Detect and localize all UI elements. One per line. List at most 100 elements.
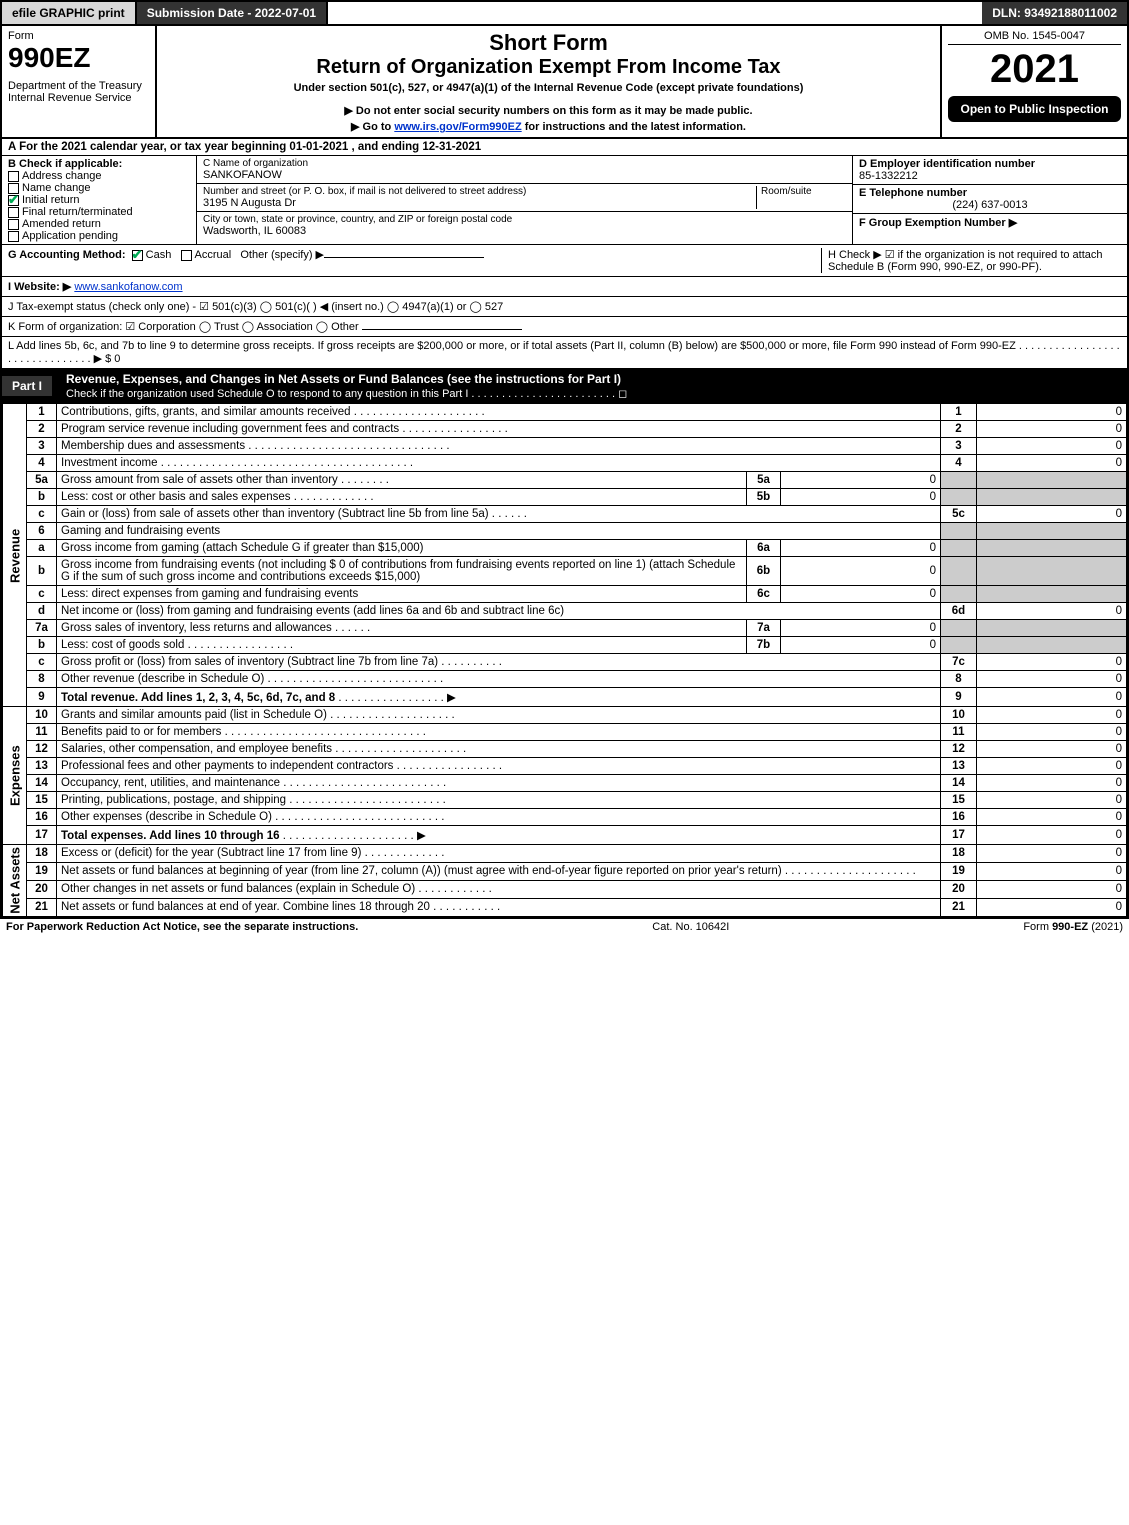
table-row: 17 Total expenses. Add lines 10 through …: [3, 826, 1127, 845]
dln-label: DLN: 93492188011002: [982, 2, 1127, 24]
table-row: 12 Salaries, other compensation, and emp…: [3, 741, 1127, 758]
line-amount: 0: [977, 826, 1127, 845]
line-ref: 10: [941, 707, 977, 724]
line-amount: 0: [977, 775, 1127, 792]
grey-cell: [977, 472, 1127, 489]
line-number: 18: [27, 845, 57, 863]
table-row: 13 Professional fees and other payments …: [3, 758, 1127, 775]
line-desc: Grants and similar amounts paid (list in…: [61, 709, 327, 721]
line-ref: 1: [941, 404, 977, 421]
short-form-title: Short Form: [163, 30, 934, 56]
room-label: Room/suite: [761, 186, 846, 197]
line-desc: Net assets or fund balances at beginning…: [61, 865, 782, 877]
net-assets-section-label: Net Assets: [3, 845, 27, 917]
form-label: Form: [8, 30, 149, 42]
checkbox-amended-return[interactable]: Amended return: [8, 218, 190, 230]
irs-link[interactable]: www.irs.gov/Form990EZ: [394, 121, 521, 133]
e-label: E Telephone number: [859, 187, 1121, 199]
table-row: c Less: direct expenses from gaming and …: [3, 586, 1127, 603]
part-i-title-text: Revenue, Expenses, and Changes in Net As…: [66, 372, 621, 386]
org-name-block: C Name of organization SANKOFANOW: [197, 156, 852, 184]
grey-cell: [941, 557, 977, 586]
k-other-input[interactable]: [362, 329, 522, 330]
table-row: a Gross income from gaming (attach Sched…: [3, 540, 1127, 557]
inline-value: 0: [781, 557, 941, 586]
f-group-exemption-block: F Group Exemption Number ▶: [853, 214, 1127, 231]
b-label: B Check if applicable:: [8, 158, 190, 170]
checkbox-initial-return[interactable]: Initial return: [8, 194, 190, 206]
checkbox-label: Address change: [22, 170, 102, 182]
line-amount: 0: [977, 671, 1127, 688]
line-desc: Gross profit or (loss) from sales of inv…: [61, 656, 438, 668]
table-row: b Less: cost or other basis and sales ex…: [3, 489, 1127, 506]
line-desc: Net income or (loss) from gaming and fun…: [57, 603, 941, 620]
line-ref: 17: [941, 826, 977, 845]
inline-label: 6c: [747, 586, 781, 603]
checkbox-icon[interactable]: [181, 250, 192, 261]
inline-label: 6a: [747, 540, 781, 557]
checkbox-name-change[interactable]: Name change: [8, 182, 190, 194]
table-row: 4 Investment income . . . . . . . . . . …: [3, 455, 1127, 472]
efile-print-button[interactable]: efile GRAPHIC print: [2, 2, 137, 24]
col-c-org-info: C Name of organization SANKOFANOW Number…: [197, 156, 852, 244]
line-l-gross-receipts: L Add lines 5b, 6c, and 7b to line 9 to …: [2, 337, 1127, 369]
revenue-section-label: Revenue: [3, 404, 27, 707]
line-desc: Total revenue. Add lines 1, 2, 3, 4, 5c,…: [61, 692, 335, 704]
checkbox-label: Application pending: [22, 230, 118, 242]
line-desc: Printing, publications, postage, and shi…: [61, 794, 286, 806]
checkbox-final-return[interactable]: Final return/terminated: [8, 206, 190, 218]
line-desc: Program service revenue including govern…: [61, 423, 399, 435]
line-ref: 4: [941, 455, 977, 472]
other-specify-input[interactable]: [324, 257, 484, 258]
grey-cell: [941, 620, 977, 637]
g-accounting-method: G Accounting Method: Cash Accrual Other …: [8, 248, 821, 273]
arrow-icon: ▶: [417, 830, 426, 842]
line-number: 13: [27, 758, 57, 775]
checkbox-application-pending[interactable]: Application pending: [8, 230, 190, 242]
line-g-h: G Accounting Method: Cash Accrual Other …: [2, 245, 1127, 277]
table-row: 7a Gross sales of inventory, less return…: [3, 620, 1127, 637]
line-amount: 0: [977, 741, 1127, 758]
grey-cell: [941, 523, 977, 540]
line-amount: 0: [977, 809, 1127, 826]
checkbox-address-change[interactable]: Address change: [8, 170, 190, 182]
checkbox-label: Amended return: [22, 218, 101, 230]
grey-cell: [977, 637, 1127, 654]
line-number: 7a: [27, 620, 57, 637]
phone-value: (224) 637-0013: [859, 199, 1121, 211]
line-desc: Less: direct expenses from gaming and fu…: [57, 586, 747, 603]
line-amount: 0: [977, 898, 1127, 916]
line-number: 14: [27, 775, 57, 792]
inline-label: 7b: [747, 637, 781, 654]
table-row: c Gain or (loss) from sale of assets oth…: [3, 506, 1127, 523]
line-number: b: [27, 489, 57, 506]
line-number: c: [27, 654, 57, 671]
table-row: 15 Printing, publications, postage, and …: [3, 792, 1127, 809]
grey-cell: [941, 489, 977, 506]
header-left: Form 990EZ Department of the Treasury In…: [2, 26, 157, 137]
line-number: 19: [27, 862, 57, 880]
submission-date: Submission Date - 2022-07-01: [137, 2, 328, 24]
line-desc: Gain or (loss) from sale of assets other…: [61, 508, 489, 520]
line-number: 15: [27, 792, 57, 809]
checkbox-icon[interactable]: [132, 250, 143, 261]
no-ssn-note: ▶ Do not enter social security numbers o…: [163, 104, 934, 117]
line-desc: Other revenue (describe in Schedule O): [61, 673, 264, 685]
inline-value: 0: [781, 489, 941, 506]
line-ref: 7c: [941, 654, 977, 671]
line-desc: Gross income from fundraising events (no…: [57, 557, 747, 586]
line-number: 2: [27, 421, 57, 438]
line-ref: 2: [941, 421, 977, 438]
inline-value: 0: [781, 620, 941, 637]
website-link[interactable]: www.sankofanow.com: [74, 281, 182, 293]
grey-cell: [941, 472, 977, 489]
grey-cell: [977, 489, 1127, 506]
line-number: 6: [27, 523, 57, 540]
accrual-label: Accrual: [195, 249, 232, 261]
expenses-section-label: Expenses: [3, 707, 27, 845]
line-desc: Gross sales of inventory, less returns a…: [61, 622, 332, 634]
line-desc: Other changes in net assets or fund bala…: [61, 883, 415, 895]
line-number: b: [27, 637, 57, 654]
line-ref: 21: [941, 898, 977, 916]
table-row: d Net income or (loss) from gaming and f…: [3, 603, 1127, 620]
